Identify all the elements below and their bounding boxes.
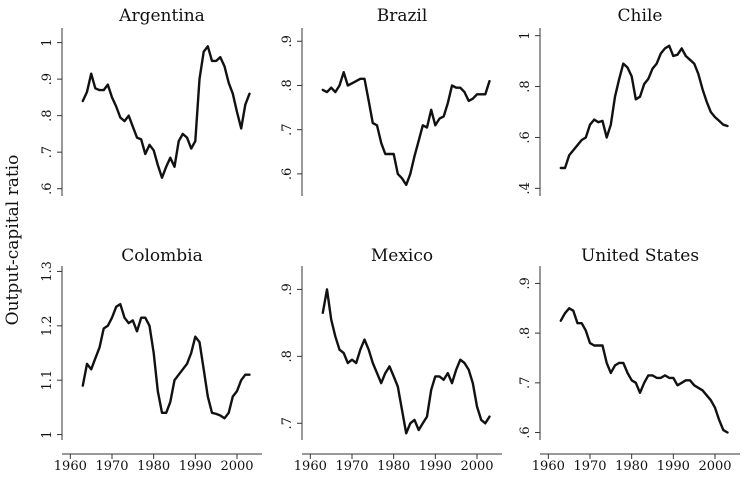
y-tick-label: .7 (280, 123, 295, 135)
x-tick-label: 1970 (573, 459, 606, 474)
series-line (321, 288, 491, 435)
x-tick-label: 1980 (615, 459, 648, 474)
y-tick-label: .8 (280, 350, 295, 362)
y-tick-label: 1.3 (40, 261, 55, 282)
y-tick-label: 1 (40, 430, 55, 438)
x-tick-label: 1970 (335, 459, 368, 474)
y-tick-label: 1 (518, 31, 533, 39)
y-tick-label: 1.1 (40, 370, 55, 391)
series-line (559, 307, 729, 434)
x-tick-label: 1990 (179, 459, 212, 474)
x-tick-label: 1960 (294, 459, 327, 474)
panel-united-states: United States .6 .7 .8 .9 1960 1970 1980 1990 200… (518, 246, 740, 474)
panel-title: Brazil (377, 6, 428, 26)
panels: Argentina .6 .7 .8 .9 1 Brazil .6 .7 .8 .9 Chile .4.… (40, 6, 740, 474)
y-tick-label: .7 (518, 377, 533, 389)
y-tick-label: 1 (40, 38, 55, 46)
x-tick-label: 1960 (532, 459, 565, 474)
x-tick-label: 1990 (657, 459, 690, 474)
series-line (321, 70, 491, 187)
y-tick-label: .6 (518, 131, 533, 143)
y-tick-label: .6 (518, 426, 533, 438)
panel-title: Argentina (118, 6, 205, 26)
x-tick-label: 1970 (95, 459, 128, 474)
y-tick-label: .9 (518, 277, 533, 289)
panel-title: United States (581, 246, 699, 266)
y-tick-label: 1.2 (40, 315, 55, 336)
panel-title: Mexico (371, 246, 433, 266)
y-tick-label: .8 (280, 79, 295, 91)
y-tick-label: .9 (280, 283, 295, 295)
series-line (81, 45, 251, 179)
panel-argentina: Argentina .6 .7 .8 .9 1 (40, 6, 251, 196)
panel-title: Colombia (121, 246, 203, 266)
panel-brazil: Brazil .6 .7 .8 .9 (280, 6, 491, 196)
panel-title: Chile (618, 6, 663, 26)
y-tick-label: .4 (518, 182, 533, 194)
x-tick-label: 1960 (54, 459, 87, 474)
y-tick-label: .6 (280, 168, 295, 180)
y-tick-label: .9 (40, 73, 55, 85)
panel-colombia: Colombia 1 1.1 1.2 1.3 1960 1970 1980 1990 2000 (40, 246, 262, 474)
x-tick-label: 1990 (419, 459, 452, 474)
y-tick-label: .7 (40, 146, 55, 158)
series-line (81, 302, 251, 420)
y-tick-label: .8 (518, 327, 533, 339)
y-tick-label: .6 (40, 182, 55, 194)
y-tick-label: .8 (518, 80, 533, 92)
x-tick-label: 2000 (460, 459, 493, 474)
panel-chile: Chile .4 .6 .8 1 (518, 6, 729, 196)
x-tick-label: 1980 (377, 459, 410, 474)
y-tick-label: .9 (280, 35, 295, 47)
y-tick-label: .8 (40, 109, 55, 121)
y-tick-label: .7 (280, 417, 295, 429)
x-tick-label: 2000 (698, 459, 731, 474)
series-line (559, 44, 729, 170)
panel-mexico: Mexico .7 .8 .9 1960 1970 1980 1990 2000 (280, 246, 502, 474)
y-axis-label: Output-capital ratio (3, 155, 23, 326)
x-tick-label: 2000 (220, 459, 253, 474)
x-tick-label: 1980 (137, 459, 170, 474)
